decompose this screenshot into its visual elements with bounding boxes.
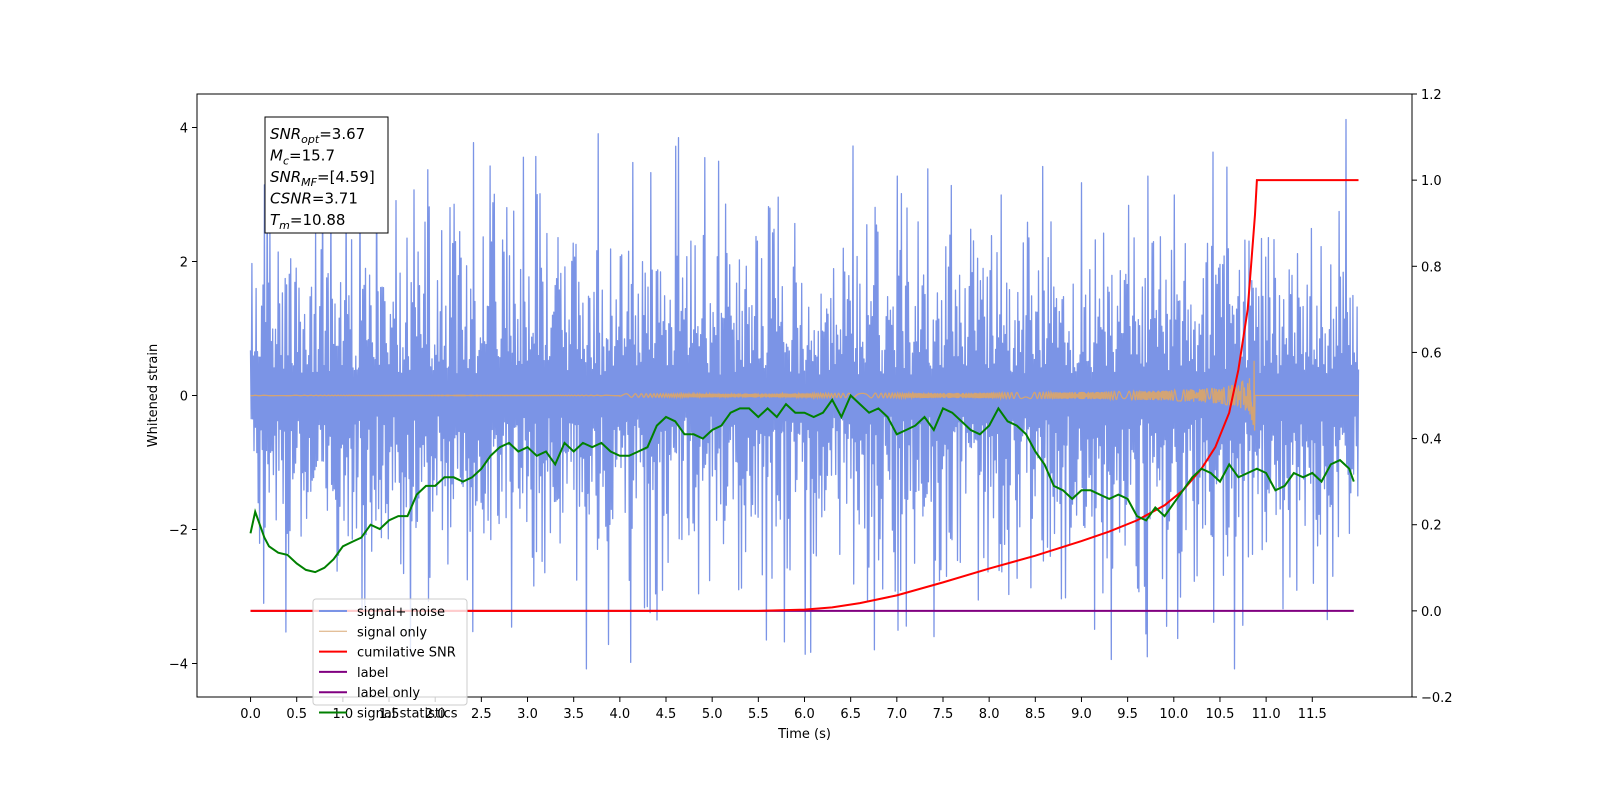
- info-line: Tm=10.88: [270, 211, 345, 232]
- y2-tick-label: 0.8: [1421, 260, 1442, 275]
- info-line: Mc=15.7: [270, 147, 335, 168]
- x-tick-label: 0.0: [240, 707, 261, 722]
- x-tick-label: 5.5: [748, 707, 769, 722]
- y2-tick-label: 1.2: [1421, 88, 1442, 103]
- x-tick-label: 9.0: [1071, 707, 1092, 722]
- axes: 0.0 0.5 1.0 1.5 2.0 2.5 3.0 3.5 4.0 4.5 5.0 5.5 6.0 6…: [169, 88, 1453, 722]
- x-axis-label: Time (s): [777, 727, 831, 742]
- y-tick-label: 0: [180, 390, 188, 405]
- legend-label: label only: [357, 686, 420, 701]
- x-tick-label: 3.5: [563, 707, 584, 722]
- x-tick-label: 1.5: [379, 707, 400, 722]
- y-tick-label: 4: [180, 122, 188, 137]
- x-tick-label: 10.5: [1205, 707, 1234, 722]
- y2-tick-label: 0.4: [1421, 433, 1442, 448]
- x-tick-label: 0.5: [286, 707, 307, 722]
- x-tick-label: 6.5: [840, 707, 861, 722]
- series-signal-only: [250, 360, 1359, 431]
- x-tick-label: 7.5: [933, 707, 954, 722]
- legend-label: signal only: [357, 625, 427, 640]
- legend: signal+ noise signal only cumilative SNR la…: [312, 598, 468, 722]
- y2-tick-label: 0.0: [1421, 605, 1442, 620]
- y-tick-label: −2: [169, 524, 188, 539]
- x-tick-label: 11.0: [1252, 707, 1281, 722]
- x-tick-label: 11.5: [1298, 707, 1327, 722]
- y-axis-label: Whitened strain: [146, 344, 161, 447]
- x-tick-label: 9.5: [1117, 707, 1138, 722]
- info-box-frame: [264, 116, 389, 234]
- x-tick-label: 4.5: [656, 707, 677, 722]
- x-tick-label: 5.0: [702, 707, 723, 722]
- x-tick-label: 2.0: [425, 707, 446, 722]
- legend-label: label: [357, 666, 388, 681]
- x-tick-label: 10.0: [1159, 707, 1188, 722]
- series-signal-statistics: [249, 393, 1355, 574]
- info-line: SNRopt=3.67: [270, 125, 365, 146]
- legend-label: signal statistics: [357, 707, 458, 722]
- y2-tick-label: −0.2: [1421, 691, 1453, 706]
- x-tick-label: 8.5: [1025, 707, 1046, 722]
- legend-label: cumilative SNR: [357, 646, 456, 661]
- y2-tick-label: 0.6: [1421, 346, 1442, 361]
- x-tick-label: 3.0: [517, 707, 538, 722]
- x-tick-label: 4.0: [610, 707, 631, 722]
- series-cumulative-snr: [250, 179, 1359, 612]
- series-signal-noise: [249, 118, 1360, 670]
- x-tick-label: 6.0: [794, 707, 815, 722]
- x-tick-label: 1.0: [333, 707, 354, 722]
- info-line: SNRMF=[4.59]: [270, 168, 375, 189]
- y-tick-label: −4: [169, 658, 188, 673]
- legend-frame: [312, 598, 468, 706]
- x-tick-label: 2.5: [471, 707, 492, 722]
- info-line: CSNR=3.71: [270, 190, 358, 208]
- x-tick-label: 8.0: [979, 707, 1000, 722]
- y2-tick-label: 1.0: [1421, 174, 1442, 189]
- y-tick-label: 2: [180, 256, 188, 271]
- y2-tick-label: 0.2: [1421, 519, 1442, 534]
- legend-label: signal+ noise: [357, 605, 445, 620]
- x-tick-label: 7.0: [886, 707, 907, 722]
